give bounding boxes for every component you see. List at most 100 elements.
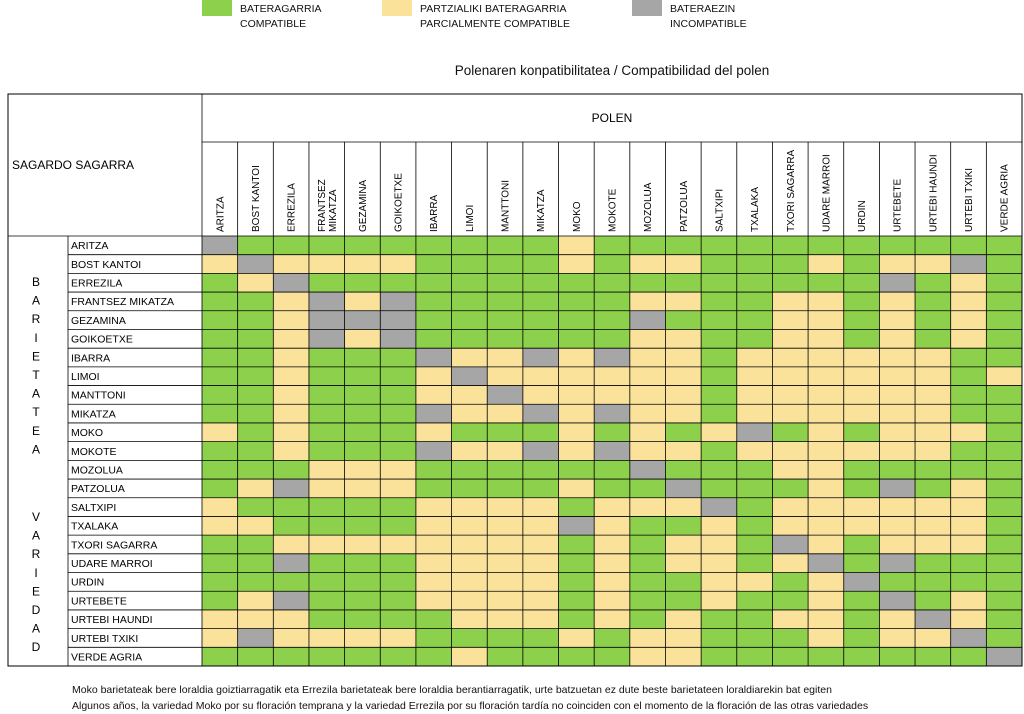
cell-goikoetxe-x-udare-marroi — [808, 329, 844, 349]
cell-urtebi-haundi-x-goikoetxe — [380, 609, 416, 629]
cell-moko-x-patzolua — [665, 422, 702, 442]
row-label: MANTTONI — [71, 390, 126, 402]
cell-goikoetxe-x-ibarra — [415, 329, 452, 349]
cell-urtebi-txiki-x-mikatza — [522, 628, 559, 648]
cell-patzolua-x-errezila — [273, 479, 309, 498]
cell-patzolua-x-ibarra — [415, 479, 452, 498]
cell-ibarra-x-mozolua — [629, 348, 666, 367]
cell-txalaka-x-gezamina — [344, 516, 381, 536]
cell-moko-x-verde-agria — [986, 422, 1022, 442]
row-label: ERREZILA — [71, 278, 122, 290]
cell-limoi-x-goikoetxe — [380, 366, 416, 386]
cell-verde-agria-x-errezila — [273, 647, 309, 666]
cell-mozolua-x-mikatza — [522, 460, 559, 480]
cell-ibarra-x-urdin — [843, 348, 880, 367]
cell-gezamina-x-goikoetxe — [380, 310, 416, 330]
cell-txalaka-x-manttoni — [487, 516, 523, 536]
cell-urdin-x-patzolua — [665, 572, 702, 592]
cell-manttoni-x-mokote — [594, 385, 630, 405]
cell-goikoetxe-x-errezila — [273, 329, 309, 349]
cell-aritza-x-udare-marroi — [808, 236, 844, 255]
cell-urtebi-haundi-x-mokote — [594, 609, 630, 629]
cell-limoi-x-saltxipi — [701, 366, 737, 386]
cell-udare-marroi-x-mokote — [594, 553, 630, 573]
cell-txalaka-x-urtebi-txiki — [950, 516, 987, 536]
cell-manttoni-x-urtebi-haundi — [915, 385, 951, 405]
cell-limoi-x-ibarra — [415, 366, 452, 386]
cell-patzolua-x-urdin — [843, 479, 880, 498]
legend-label-es: PARCIALMENTE COMPATIBLE — [420, 18, 570, 30]
cell-mokote-x-urtebi-haundi — [915, 441, 951, 461]
cell-txalaka-x-aritza — [202, 516, 238, 536]
cell-goikoetxe-x-moko — [558, 329, 595, 349]
cell-urtebi-haundi-x-frantsez-mikatza — [308, 609, 345, 629]
cell-aritza-x-urtebete — [879, 236, 916, 255]
cell-ibarra-x-mikatza — [522, 348, 559, 367]
cell-verde-agria-x-udare-marroi — [808, 647, 844, 666]
cell-ibarra-x-moko — [558, 348, 595, 367]
cell-goikoetxe-x-mikatza — [522, 329, 559, 349]
cell-urtebi-txiki-x-txori-sagarra — [772, 628, 809, 648]
cell-goikoetxe-x-bost-kantoi — [237, 329, 274, 349]
cell-moko-x-txalaka — [736, 422, 773, 442]
cell-udare-marroi-x-verde-agria — [986, 553, 1022, 573]
cell-saltxipi-x-udare-marroi — [808, 497, 844, 517]
column-label: TXORI SAGARRA — [786, 149, 797, 232]
cell-mozolua-x-gezamina — [344, 460, 381, 480]
cell-ibarra-x-aritza — [202, 348, 238, 367]
cell-goikoetxe-x-gezamina — [344, 329, 381, 349]
cell-verde-agria-x-gezamina — [344, 647, 381, 666]
cell-gezamina-x-ibarra — [415, 310, 452, 330]
cell-ibarra-x-saltxipi — [701, 348, 737, 367]
cell-saltxipi-x-mokote — [594, 497, 630, 517]
cell-mozolua-x-urtebete — [879, 460, 916, 480]
cell-patzolua-x-verde-agria — [986, 479, 1022, 498]
cell-urtebi-txiki-x-manttoni — [487, 628, 523, 648]
cell-patzolua-x-frantsez-mikatza — [308, 479, 345, 498]
cell-gezamina-x-urdin — [843, 310, 880, 330]
cell-frantsez-mikatza-x-moko — [558, 292, 595, 311]
cell-urdin-x-verde-agria — [986, 572, 1022, 592]
cell-gezamina-x-urtebi-txiki — [950, 310, 987, 330]
cell-limoi-x-mozolua — [629, 366, 666, 386]
row-label: GOIKOETXE — [71, 334, 133, 346]
cell-mozolua-x-urtebi-haundi — [915, 460, 951, 480]
cell-ibarra-x-urtebete — [879, 348, 916, 367]
cell-limoi-x-mikatza — [522, 366, 559, 386]
cell-bost-kantoi-x-mokote — [594, 254, 630, 274]
row-group-letter: I — [34, 566, 37, 580]
cell-aritza-x-urtebi-haundi — [915, 236, 951, 255]
cell-mokote-x-txalaka — [736, 441, 773, 461]
cell-limoi-x-limoi — [451, 366, 488, 386]
cell-limoi-x-manttoni — [487, 366, 523, 386]
cell-manttoni-x-udare-marroi — [808, 385, 844, 405]
cell-patzolua-x-bost-kantoi — [237, 479, 274, 498]
cell-frantsez-mikatza-x-urtebi-haundi — [915, 292, 951, 311]
cell-mokote-x-bost-kantoi — [237, 441, 274, 461]
row-group-letter: D — [32, 640, 41, 654]
cell-limoi-x-bost-kantoi — [237, 366, 274, 386]
cell-mikatza-x-frantsez-mikatza — [308, 404, 345, 423]
cell-urdin-x-ibarra — [415, 572, 452, 592]
cell-mikatza-x-errezila — [273, 404, 309, 423]
cell-udare-marroi-x-bost-kantoi — [237, 553, 274, 573]
cell-mokote-x-goikoetxe — [380, 441, 416, 461]
cell-mozolua-x-txalaka — [736, 460, 773, 480]
cell-urtebi-haundi-x-urtebete — [879, 609, 916, 629]
cell-saltxipi-x-aritza — [202, 497, 238, 517]
cell-urtebete-x-bost-kantoi — [237, 591, 274, 610]
cell-bost-kantoi-x-ibarra — [415, 254, 452, 274]
row-group-letter: D — [32, 603, 41, 617]
cell-mozolua-x-saltxipi — [701, 460, 737, 480]
cell-urtebete-x-manttoni — [487, 591, 523, 610]
cell-mozolua-x-txori-sagarra — [772, 460, 809, 480]
cell-saltxipi-x-saltxipi — [701, 497, 737, 517]
cell-saltxipi-x-txalaka — [736, 497, 773, 517]
cell-limoi-x-errezila — [273, 366, 309, 386]
cell-saltxipi-x-limoi — [451, 497, 488, 517]
cell-ibarra-x-ibarra — [415, 348, 452, 367]
column-label: URDIN — [857, 200, 868, 232]
cell-aritza-x-frantsez-mikatza — [308, 236, 345, 255]
cell-frantsez-mikatza-x-aritza — [202, 292, 238, 311]
cell-udare-marroi-x-patzolua — [665, 553, 702, 573]
